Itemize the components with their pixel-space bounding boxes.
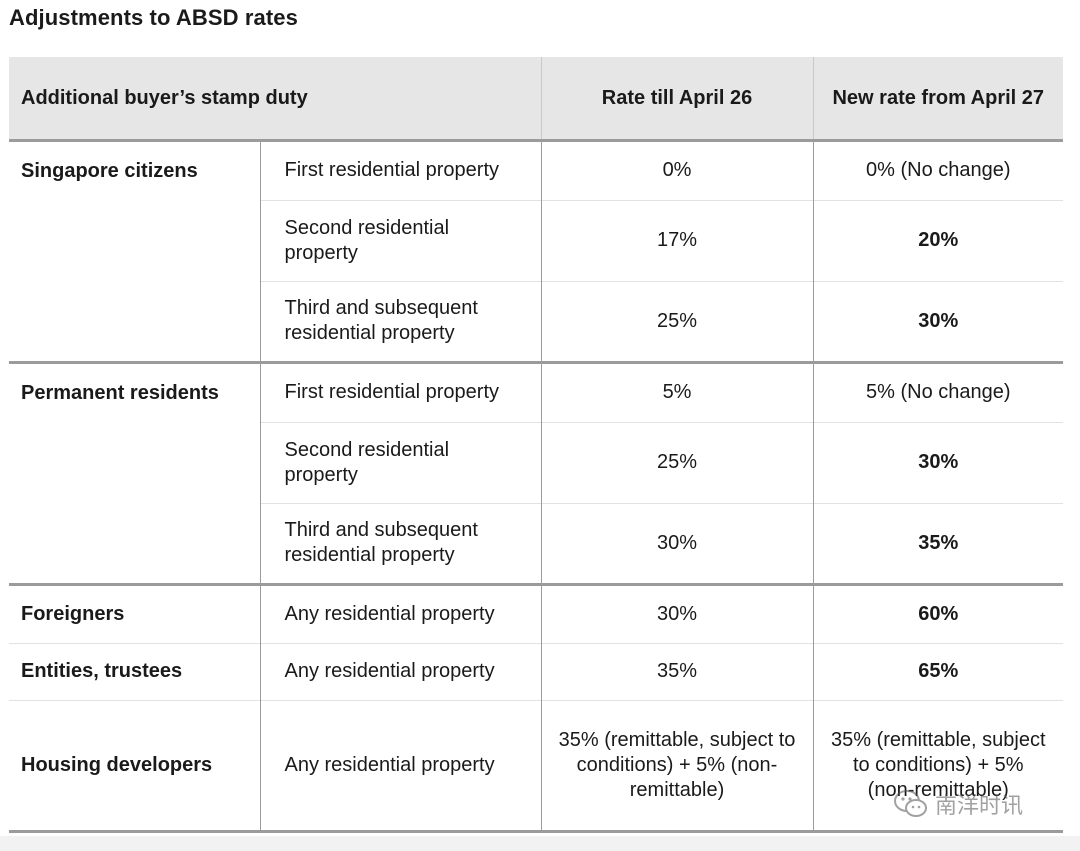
header-new-rate: New rate from April 27 — [813, 57, 1064, 142]
new-rate-cell: 0% (No change) — [866, 159, 1011, 181]
old-rate-cell: 0% — [541, 140, 814, 200]
table-row: Third and subsequent residential propert… — [9, 502, 1064, 584]
watermark: 南洋时讯 — [893, 788, 1023, 820]
old-rate-cell: 17% — [541, 199, 814, 281]
old-rate-cell: 30% — [541, 582, 814, 643]
new-rate-cell: 35% — [813, 502, 1064, 584]
table-row: Permanent residents First residential pr… — [9, 360, 1064, 584]
new-rate-cell: 60% — [813, 582, 1064, 643]
property-cell: Any residential property — [260, 582, 542, 643]
property-cell: Third and subsequent residential propert… — [260, 502, 542, 584]
table-row: Housing developers Any residential prope… — [9, 699, 1064, 833]
table-row: Singapore citizens First residential pro… — [9, 140, 1063, 362]
footer-strip — [0, 836, 1080, 851]
absd-rates-table: Additional buyer’s stamp duty Rate till … — [9, 57, 1064, 833]
old-rate-cell: 25% — [541, 421, 814, 503]
category-cell: Entities, trustees — [9, 642, 261, 700]
old-rate-cell: 35% (remittable, subject to conditions) … — [541, 699, 814, 833]
old-rate-cell: 35% — [541, 642, 814, 700]
old-rate-cell: 25% — [541, 280, 814, 362]
table-row: Second residential property 17% 20% — [9, 199, 1064, 281]
table-header-row: Additional buyer’s stamp duty Rate till … — [9, 57, 1064, 142]
old-rate-cell: 5% — [541, 360, 814, 422]
header-old-rate: Rate till April 26 — [541, 57, 814, 142]
property-cell: Any residential property — [260, 642, 542, 700]
new-rate-cell: 20% — [813, 199, 1064, 281]
table-row: Entities, trustees Any residential prope… — [9, 642, 1064, 700]
new-rate-cell: 5% (No change) — [813, 360, 1064, 422]
property-cell: Any residential property — [260, 699, 542, 833]
property-cell: Second residential property — [260, 199, 542, 281]
watermark-text: 南洋时讯 — [935, 794, 1024, 819]
new-rate-cell: 65% — [813, 642, 1064, 700]
property-cell: First residential property — [260, 360, 542, 422]
property-cell: First residential property — [260, 140, 542, 200]
category-cell: Permanent residents — [9, 360, 261, 584]
page-title: Adjustments to ABSD rates — [9, 5, 298, 30]
old-rate-cell: 30% — [541, 502, 814, 584]
new-rate-cell: 30% — [813, 421, 1064, 503]
table-row: Third and subsequent residential propert… — [9, 280, 1064, 362]
header-buyer-type: Additional buyer’s stamp duty — [9, 57, 542, 142]
table-row: Foreigners Any residential property 30% … — [9, 582, 1064, 643]
wechat-icon — [893, 789, 929, 819]
category-cell: Foreigners — [9, 582, 261, 643]
new-rate-cell: 35% (remittable, subject to conditions) … — [813, 699, 1064, 833]
category-cell: Singapore citizens — [9, 140, 261, 362]
property-cell: Second residential property — [260, 421, 542, 503]
category-cell: Housing developers — [9, 699, 261, 833]
property-cell: Third and subsequent residential propert… — [260, 280, 542, 362]
table-row: Second residential property 25% 30% — [9, 421, 1064, 503]
new-rate-cell: 30% — [813, 280, 1064, 362]
